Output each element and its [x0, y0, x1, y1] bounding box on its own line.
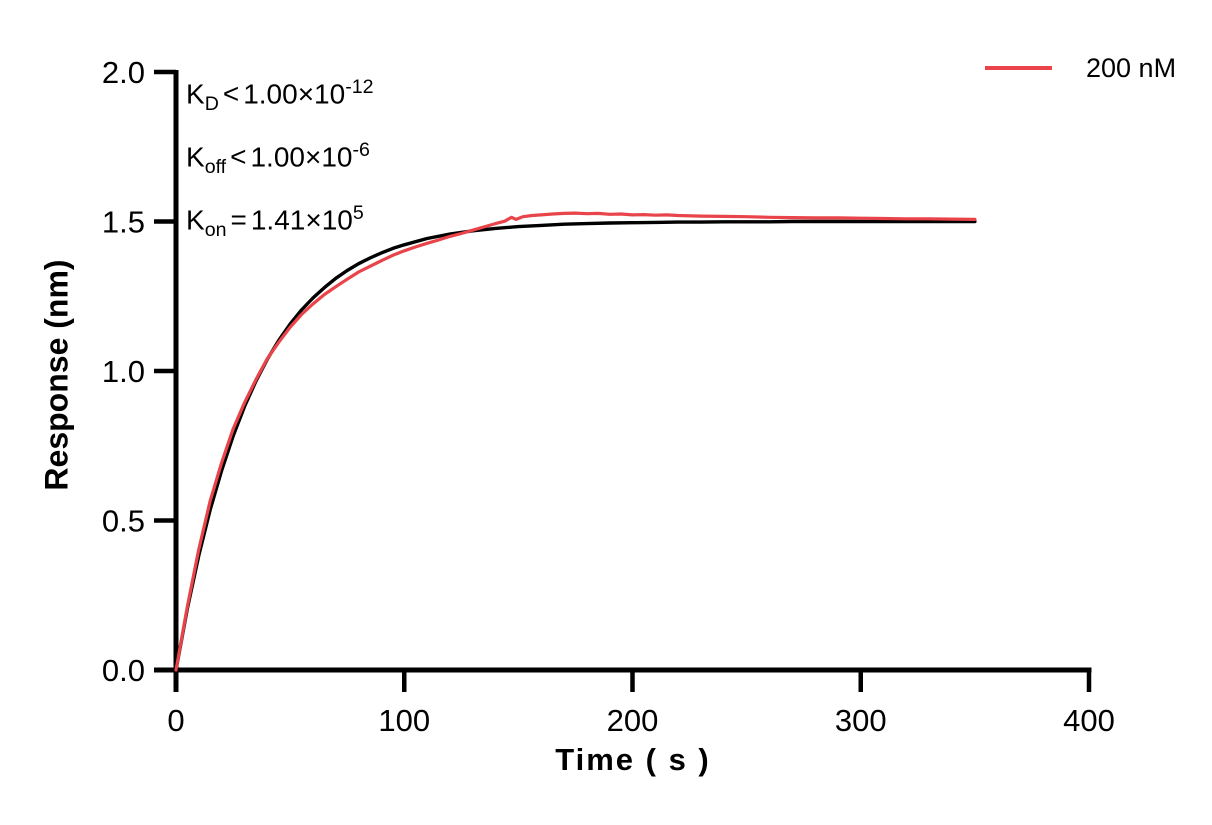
kd-relation: <	[222, 78, 240, 110]
legend-label-200nM: 200 nM	[1086, 52, 1177, 83]
y-tick-label: 0.5	[102, 504, 145, 539]
series-curve-Fit	[174, 219, 977, 672]
y-tick-label: 2.0	[102, 55, 145, 90]
x-tick-label: 100	[378, 703, 430, 738]
koff-annotation: Koff <1.00×10-6	[186, 127, 374, 190]
koff-mantissa: 1.00×10	[250, 141, 353, 173]
koff-relation: <	[230, 141, 247, 173]
koff-exponent: -6	[352, 138, 370, 161]
x-axis-title: Time ( s )	[555, 742, 711, 777]
x-tick-label: 300	[835, 703, 887, 738]
kon-relation: =	[230, 204, 247, 236]
y-tick-label: 1.0	[102, 354, 145, 389]
kd-symbol: K	[186, 78, 205, 110]
kon-subscript: on	[204, 218, 227, 241]
kinetics-annotation: KD <1.00×10-12 Koff <1.00×10-6 Kon = 1.41×10…	[186, 64, 374, 253]
koff-symbol: K	[186, 141, 205, 173]
series-curve-200-nM	[174, 211, 977, 672]
kon-mantissa: 1.41×10	[250, 204, 353, 236]
kd-subscript: D	[204, 92, 219, 115]
legend: 200 nM	[985, 53, 1176, 83]
y-tick-label: 0.0	[102, 653, 145, 688]
x-tick-label: 400	[1063, 703, 1115, 738]
kd-exponent: -12	[345, 76, 374, 98]
kd-mantissa: 1.00×10	[243, 78, 346, 110]
x-tick-label: 0	[167, 703, 184, 738]
kd-annotation: KD <1.00×10-12	[186, 64, 374, 127]
kon-annotation: Kon = 1.41×105	[186, 190, 374, 253]
kon-symbol: K	[186, 204, 205, 236]
legend-line-200nM	[985, 66, 1052, 70]
y-axis-title: Response (nm)	[38, 259, 75, 491]
koff-subscript: off	[204, 155, 227, 178]
x-tick-label: 200	[607, 703, 659, 738]
kon-exponent: 5	[352, 201, 364, 224]
y-tick-label: 1.5	[102, 205, 145, 240]
